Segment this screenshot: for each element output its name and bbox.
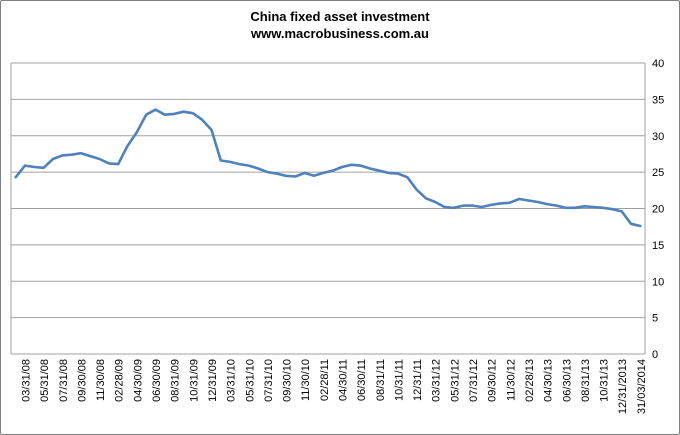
y-tick-label: 15 bbox=[652, 240, 664, 252]
x-tick-label: 07/31/10 bbox=[263, 359, 275, 402]
x-tick-label: 10/31/13 bbox=[599, 359, 611, 402]
title-line-2: www.macrobusiness.com.au bbox=[251, 26, 429, 41]
x-tick-label: 11/30/10 bbox=[300, 359, 312, 401]
x-tick-label: 08/31/09 bbox=[170, 359, 182, 402]
x-tick-label: 10/31/09 bbox=[188, 359, 200, 402]
y-tick-label: 25 bbox=[652, 167, 664, 179]
y-tick-label: 30 bbox=[652, 131, 664, 143]
x-tick-label: 06/30/09 bbox=[151, 359, 163, 402]
x-tick-label: 06/30/11 bbox=[356, 359, 368, 401]
x-tick-label: 04/30/13 bbox=[543, 359, 555, 402]
title-line-1: China fixed asset investment bbox=[250, 9, 430, 24]
x-tick-label: 06/30/13 bbox=[561, 359, 573, 402]
x-tick-label: 12/31/2013 bbox=[617, 359, 629, 414]
x-tick-label: 09/30/08 bbox=[76, 359, 88, 402]
x-tick-label: 11/30/08 bbox=[95, 359, 107, 401]
x-tick-label: 11/30/12 bbox=[505, 359, 517, 401]
y-tick-label: 20 bbox=[652, 204, 664, 216]
x-tick-label: 09/30/10 bbox=[282, 359, 294, 402]
data-line bbox=[14, 108, 642, 228]
x-tick-label: 12/31/11 bbox=[412, 359, 424, 401]
x-tick-label: 31/03/2014 bbox=[636, 359, 648, 414]
y-tick-label: 10 bbox=[652, 276, 664, 288]
x-tick-label: 10/31/11 bbox=[393, 359, 405, 401]
x-tick-label: 05/31/08 bbox=[39, 359, 51, 402]
x-tick-label: 02/28/11 bbox=[319, 359, 331, 401]
x-tick-label: 02/28/09 bbox=[114, 359, 126, 402]
x-tick-label: 04/30/09 bbox=[132, 359, 144, 402]
x-tick-label: 02/28/13 bbox=[524, 359, 536, 402]
x-tick-label: 03/31/08 bbox=[21, 359, 33, 402]
x-tick-label: 05/31/10 bbox=[244, 359, 256, 402]
x-tick-label: 12/31/09 bbox=[207, 359, 219, 402]
x-tick-label: 08/31/11 bbox=[375, 359, 387, 401]
y-tick-label: 35 bbox=[652, 94, 664, 106]
x-tick-label: 07/31/12 bbox=[468, 359, 480, 402]
y-tick-label: 5 bbox=[652, 313, 658, 325]
x-tick-label: 09/30/12 bbox=[487, 359, 499, 402]
y-tick-label: 0 bbox=[652, 349, 658, 361]
x-tick-label: 03/31/10 bbox=[226, 359, 238, 402]
y-tick-label: 40 bbox=[652, 58, 664, 70]
x-tick-label: 03/31/12 bbox=[431, 359, 443, 402]
x-tick-label: 07/31/08 bbox=[58, 359, 70, 402]
x-tick-label: 04/30/11 bbox=[338, 359, 350, 401]
x-tick-label: 05/31/12 bbox=[449, 359, 461, 402]
x-tick-label: 08/31/13 bbox=[580, 359, 592, 402]
chart-title: China fixed asset investment www.macrobu… bbox=[1, 8, 679, 42]
